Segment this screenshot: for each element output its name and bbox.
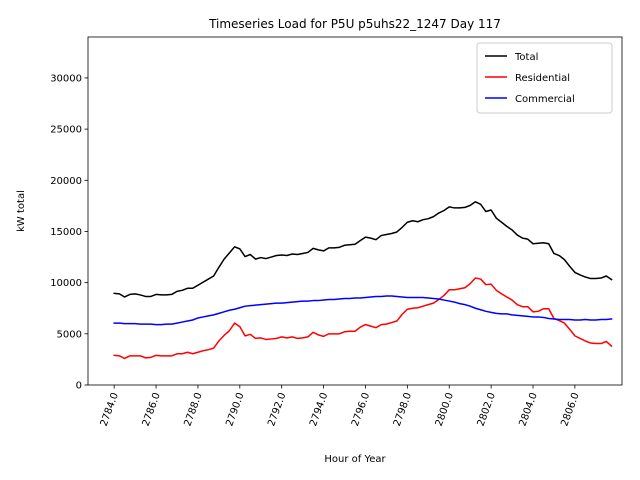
legend-label-residential: Residential	[515, 73, 570, 84]
legend-box	[476, 42, 613, 114]
legend-label-commercial: Commercial	[515, 94, 575, 105]
y-tick-label: 5000	[57, 329, 82, 340]
legend: Total Residential Commercial	[476, 42, 613, 114]
y-tick-label: 30000	[50, 73, 82, 84]
y-tick-label: 25000	[50, 125, 82, 136]
series-line-total	[113, 201, 613, 298]
series-line-commercial	[113, 295, 613, 326]
y-tick-label: 20000	[50, 176, 82, 187]
x-axis-title: Hour of Year	[324, 454, 386, 465]
y-tick-label: 10000	[50, 278, 82, 289]
chart-title: Timeseries Load for P5U p5uhs22_1247 Day…	[208, 17, 501, 31]
series-line-residential	[113, 277, 613, 360]
y-tick-label: 0	[76, 381, 82, 392]
y-tick-label: 15000	[50, 227, 82, 238]
axes-frame	[87, 36, 623, 386]
y-axis-title: kW total	[16, 190, 27, 232]
legend-label-total: Total	[514, 52, 538, 63]
